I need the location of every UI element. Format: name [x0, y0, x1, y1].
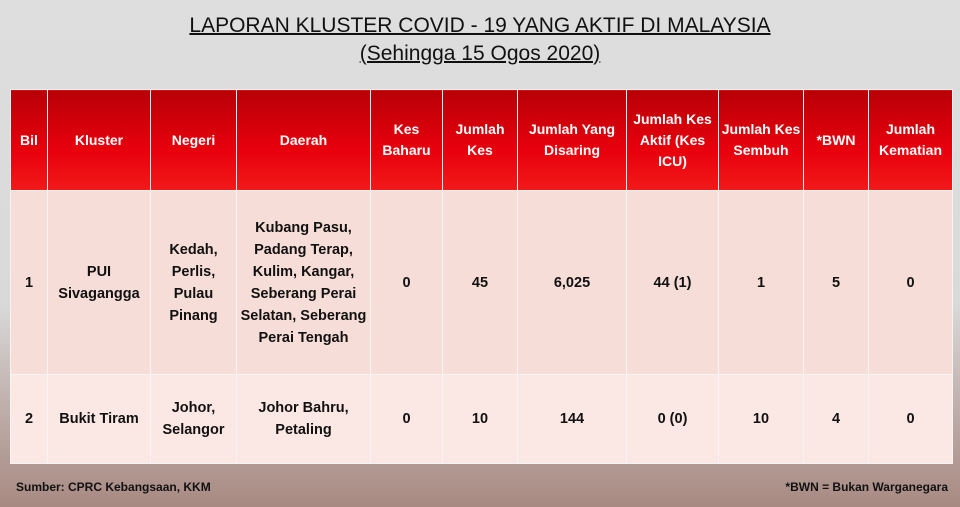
- header-kes-sembuh: Jumlah Kes Sembuh: [718, 89, 804, 191]
- header-bil: Bil: [10, 89, 48, 191]
- cell-daerah: Kubang Pasu, Padang Terap, Kulim, Kangar…: [236, 190, 371, 375]
- cell-daerah: Johor Bahru, Petaling: [236, 374, 371, 464]
- cell-jumlah-kes: 10: [442, 374, 518, 464]
- header-row: Bil Kluster Negeri Daerah Kes Baharu Jum…: [10, 89, 953, 191]
- header-bwn: *BWN: [803, 89, 869, 191]
- cell-kes-baharu: 0: [370, 374, 443, 464]
- cell-bil: 2: [10, 374, 48, 464]
- cell-kluster: Bukit Tiram: [47, 374, 151, 464]
- cell-kematian: 0: [868, 374, 953, 464]
- cell-bil: 1: [10, 190, 48, 375]
- cluster-table: Bil Kluster Negeri Daerah Kes Baharu Jum…: [10, 89, 953, 464]
- cell-kes-sembuh: 1: [718, 190, 804, 375]
- header-kes-baharu: Kes Baharu: [370, 89, 443, 191]
- report-subtitle: (Sehingga 15 Ogos 2020): [359, 42, 601, 65]
- header-kematian: Jumlah Kematian: [868, 89, 953, 191]
- cell-disaring: 144: [517, 374, 627, 464]
- bwn-footnote: *BWN = Bukan Warganegara: [785, 480, 948, 494]
- table-row: 2 Bukit Tiram Johor, Selangor Johor Bahr…: [10, 374, 953, 464]
- header-kluster: Kluster: [47, 89, 151, 191]
- report-title: LAPORAN KLUSTER COVID - 19 YANG AKTIF DI…: [189, 14, 771, 37]
- header-negeri: Negeri: [150, 89, 237, 191]
- cell-jumlah-kes: 45: [442, 190, 518, 375]
- header-daerah: Daerah: [236, 89, 371, 191]
- cell-negeri: Kedah, Perlis, Pulau Pinang: [150, 190, 237, 375]
- table-row: 1 PUI Sivagangga Kedah, Perlis, Pulau Pi…: [10, 190, 953, 375]
- cell-kluster: PUI Sivagangga: [47, 190, 151, 375]
- header-disaring: Jumlah Yang Disaring: [517, 89, 627, 191]
- header-jumlah-kes: Jumlah Kes: [442, 89, 518, 191]
- cell-bwn: 4: [803, 374, 869, 464]
- cell-disaring: 6,025: [517, 190, 627, 375]
- header-kes-aktif: Jumlah Kes Aktif (Kes ICU): [626, 89, 719, 191]
- cell-kes-aktif: 44 (1): [626, 190, 719, 375]
- cell-bwn: 5: [803, 190, 869, 375]
- cell-kes-baharu: 0: [370, 190, 443, 375]
- cell-negeri: Johor, Selangor: [150, 374, 237, 464]
- cell-kes-sembuh: 10: [718, 374, 804, 464]
- cell-kematian: 0: [868, 190, 953, 375]
- source-note: Sumber: CPRC Kebangsaan, KKM: [16, 480, 211, 494]
- cell-kes-aktif: 0 (0): [626, 374, 719, 464]
